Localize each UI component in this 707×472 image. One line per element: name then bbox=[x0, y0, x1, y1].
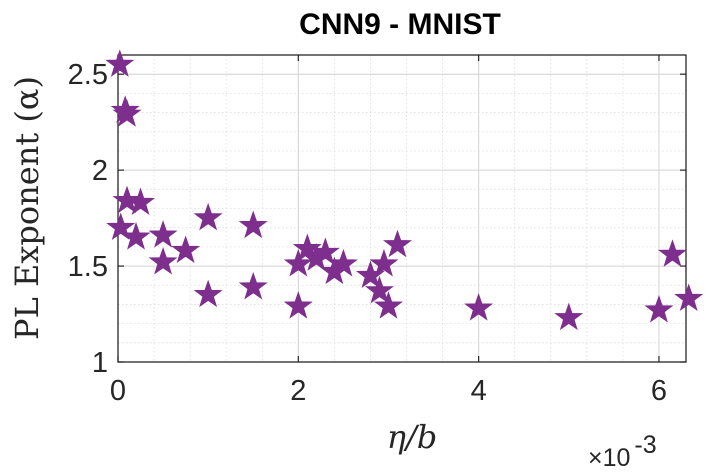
data-point-star bbox=[554, 302, 584, 331]
y-tick-label: 1 bbox=[92, 347, 108, 379]
x-axis-label: η/b bbox=[387, 418, 437, 456]
x-exponent-base: ×10 bbox=[588, 444, 630, 472]
minor-grid bbox=[117, 55, 686, 362]
data-point-star bbox=[126, 187, 156, 216]
tick-marks bbox=[117, 55, 686, 363]
data-points bbox=[105, 49, 704, 331]
data-point-star bbox=[283, 291, 313, 319]
data-point-star bbox=[238, 271, 268, 300]
data-point-star bbox=[364, 275, 394, 304]
data-point-star bbox=[238, 210, 268, 239]
y-tick-label: 2.5 bbox=[68, 59, 108, 91]
data-point-star bbox=[658, 239, 687, 267]
y-tick-label: 2 bbox=[92, 155, 108, 187]
data-point-star bbox=[674, 283, 704, 311]
chart-title: CNN9 - MNIST bbox=[299, 8, 501, 41]
y-tick-label: 1.5 bbox=[68, 251, 108, 283]
data-point-star bbox=[121, 222, 151, 250]
x-tick-labels: 0 2 4 6 bbox=[110, 375, 667, 407]
data-point-star bbox=[148, 220, 178, 248]
data-point-star bbox=[369, 248, 399, 277]
data-point-star bbox=[105, 49, 135, 77]
data-point-star bbox=[464, 293, 494, 321]
x-tick-label: 0 bbox=[110, 375, 126, 407]
data-point-star bbox=[193, 202, 223, 231]
data-point-star bbox=[644, 294, 674, 323]
data-point-star bbox=[171, 235, 201, 264]
x-exponent-label: ×10 -3 bbox=[588, 431, 657, 472]
y-axis-label: PL Exponent (α) bbox=[8, 76, 46, 340]
x-tick-label: 4 bbox=[471, 375, 487, 407]
data-point-star bbox=[283, 248, 313, 277]
y-tick-labels: 1 1.5 2 2.5 bbox=[68, 59, 108, 379]
x-tick-label: 2 bbox=[290, 375, 306, 407]
data-point-star bbox=[112, 99, 142, 127]
data-point-star bbox=[374, 291, 403, 319]
data-point-star bbox=[112, 185, 142, 214]
data-point-star bbox=[193, 279, 223, 308]
data-point-star bbox=[328, 248, 358, 277]
x-tick-label: 6 bbox=[651, 375, 667, 407]
data-point-star bbox=[310, 237, 340, 265]
plot-area bbox=[117, 54, 687, 363]
data-point-star bbox=[148, 247, 178, 275]
x-exponent-power: -3 bbox=[634, 431, 656, 459]
data-point-star bbox=[383, 229, 412, 258]
data-point-star bbox=[106, 212, 136, 240]
